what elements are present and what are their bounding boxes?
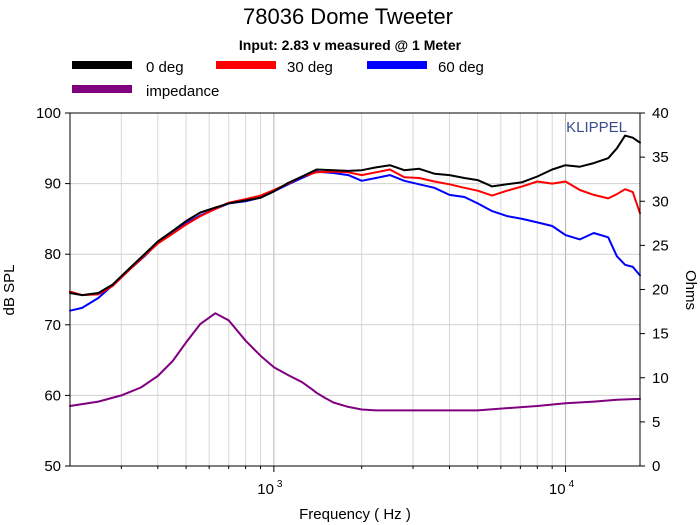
y2-tick-label: 15 [652, 326, 669, 343]
legend-swatch [72, 61, 132, 69]
series-line-30-deg [69, 168, 641, 297]
y2-axis-ticks: 0 5 10 15 20 25 30 35 40 [640, 105, 669, 475]
y2-tick-label: 20 [652, 282, 669, 299]
klippel-brand-label: KLIPPEL [566, 119, 627, 136]
y2-tick-label: 10 [652, 370, 669, 387]
y-tick-label: 100 [36, 105, 61, 122]
x-tick-label: 10 3 [257, 479, 283, 498]
y2-tick-label: 5 [652, 414, 660, 431]
x-axis-label: Frequency ( Hz ) [299, 506, 411, 523]
y-tick-label: 90 [44, 176, 61, 193]
legend-label: impedance [146, 83, 219, 100]
chart-title: 78036 Dome Tweeter [243, 4, 453, 29]
y2-axis-label: Ohms [682, 270, 699, 310]
y2-tick-label: 30 [652, 193, 669, 210]
series-line-impedance [69, 312, 641, 412]
y2-tick-label: 25 [652, 237, 669, 254]
x-axis-ticks: 10 3 10 4 [120, 466, 575, 498]
y2-tick-label: 0 [652, 458, 660, 475]
legend: 0 deg 30 deg 60 deg impedance [72, 59, 484, 100]
y-axis-ticks: 50 60 70 80 90 100 [36, 105, 70, 475]
y2-tick-label: 35 [652, 149, 669, 166]
legend-label: 0 deg [146, 59, 184, 76]
legend-swatch [367, 61, 427, 69]
y-tick-label: 80 [44, 246, 61, 263]
legend-swatch [216, 61, 276, 69]
legend-label: 30 deg [287, 59, 333, 76]
series-layer [69, 134, 641, 412]
y-axis-label: dB SPL [1, 265, 18, 316]
y-tick-label: 70 [44, 317, 61, 334]
legend-swatch [72, 85, 132, 93]
y2-tick-label: 40 [652, 105, 669, 122]
series-line-0-deg [69, 134, 641, 297]
chart-subtitle: Input: 2.83 v measured @ 1 Meter [239, 37, 462, 53]
x-tick-label: 10 4 [549, 479, 575, 498]
legend-label: 60 deg [438, 59, 484, 76]
y-tick-label: 50 [44, 458, 61, 475]
y-tick-label: 60 [44, 387, 61, 404]
plot-area [70, 113, 640, 466]
